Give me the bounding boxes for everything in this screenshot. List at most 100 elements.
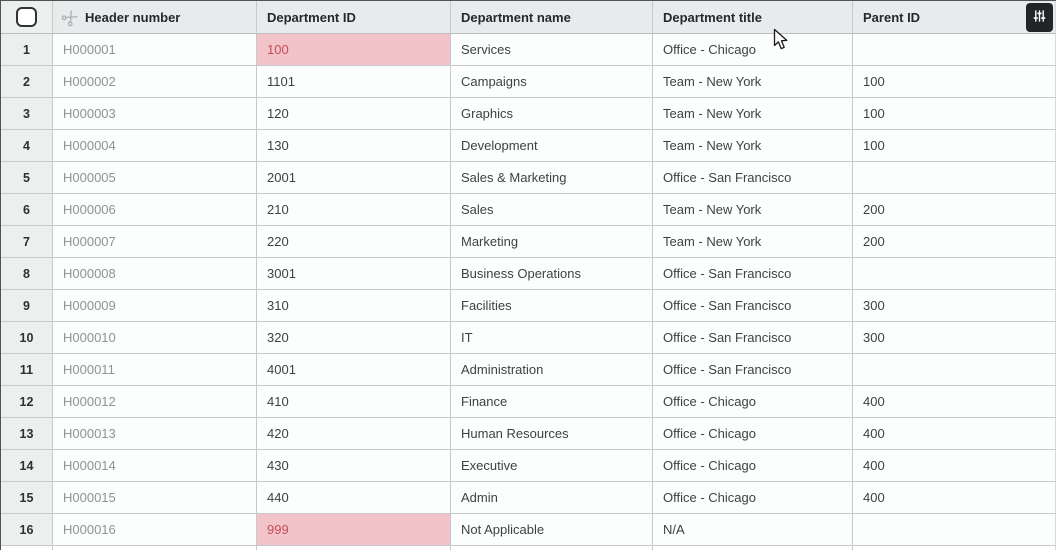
cell-parent-id[interactable]: 300 xyxy=(853,322,1056,354)
cell-department-id[interactable]: 3001 xyxy=(257,258,451,290)
cell-header-number[interactable]: H000016 xyxy=(53,514,257,546)
cell-department-name[interactable]: Not Applicable xyxy=(451,514,653,546)
cell-parent-id[interactable]: 100 xyxy=(853,98,1056,130)
cell-department-title[interactable]: Team - New York xyxy=(653,194,853,226)
cell-header-number[interactable]: H000012 xyxy=(53,386,257,418)
cell-parent-id[interactable]: 100 xyxy=(853,130,1056,162)
row-number[interactable]: 4 xyxy=(1,130,53,162)
cell-header-number[interactable]: H000005 xyxy=(53,162,257,194)
cell-department-name[interactable]: Services xyxy=(451,34,653,66)
cell-department-title[interactable]: Team - New York xyxy=(653,226,853,258)
row-number[interactable]: 8 xyxy=(1,258,53,290)
cell-parent-id[interactable]: 300 xyxy=(853,290,1056,322)
cell-parent-id[interactable]: 400 xyxy=(853,482,1056,514)
cell-parent-id[interactable] xyxy=(853,258,1056,290)
row-number[interactable]: 9 xyxy=(1,290,53,322)
cell-department-name[interactable]: Admin xyxy=(451,482,653,514)
column-header-header-number[interactable]: Header number xyxy=(53,1,257,34)
cell-header-number[interactable]: H000010 xyxy=(53,322,257,354)
cell-department-name[interactable]: IT xyxy=(451,322,653,354)
cell-header-number[interactable]: H000007 xyxy=(53,226,257,258)
column-header-parent-id[interactable]: Parent ID xyxy=(853,1,1056,34)
cell-department-id[interactable]: 410 xyxy=(257,386,451,418)
cell-department-name[interactable]: Business Operations xyxy=(451,258,653,290)
cell-department-id[interactable]: 4001 xyxy=(257,354,451,386)
cell-department-title[interactable]: Office - Chicago xyxy=(653,482,853,514)
cell-department-id[interactable]: 100 xyxy=(257,34,451,66)
cell-department-id[interactable]: 310 xyxy=(257,290,451,322)
cell-department-name[interactable]: Sales xyxy=(451,194,653,226)
cell-department-id[interactable]: 999 xyxy=(257,514,451,546)
column-header-department-name[interactable]: Department name xyxy=(451,1,653,34)
cell-department-name[interactable]: Human Resources xyxy=(451,418,653,450)
row-number[interactable]: 2 xyxy=(1,66,53,98)
cell-department-id[interactable]: 210 xyxy=(257,194,451,226)
row-number[interactable]: 13 xyxy=(1,418,53,450)
cell-parent-id[interactable]: 100 xyxy=(853,66,1056,98)
cell-department-title[interactable]: N/A xyxy=(653,514,853,546)
row-number[interactable]: 10 xyxy=(1,322,53,354)
row-number[interactable]: 1 xyxy=(1,34,53,66)
cell-parent-id[interactable] xyxy=(853,514,1056,546)
cell-department-id[interactable]: 440 xyxy=(257,482,451,514)
cell-department-title[interactable]: Team - New York xyxy=(653,98,853,130)
cell-department-name[interactable]: Campaigns xyxy=(451,66,653,98)
cell-department-name[interactable]: Sales & Marketing xyxy=(451,162,653,194)
cell-parent-id[interactable] xyxy=(853,34,1056,66)
cell-header-number[interactable]: H000011 xyxy=(53,354,257,386)
cell-department-id[interactable]: 130 xyxy=(257,130,451,162)
row-number[interactable]: 5 xyxy=(1,162,53,194)
row-number[interactable]: 16 xyxy=(1,514,53,546)
cell-department-id[interactable]: 2001 xyxy=(257,162,451,194)
cell-department-id[interactable]: 1101 xyxy=(257,66,451,98)
cell-department-name[interactable]: Administration xyxy=(451,354,653,386)
column-settings-button[interactable] xyxy=(1026,3,1053,32)
row-number[interactable]: 3 xyxy=(1,98,53,130)
cell-parent-id[interactable]: 200 xyxy=(853,194,1056,226)
column-header-department-id[interactable]: Department ID xyxy=(257,1,451,34)
cell-department-id[interactable]: 430 xyxy=(257,450,451,482)
row-number[interactable]: 7 xyxy=(1,226,53,258)
cell-department-title[interactable]: Office - San Francisco xyxy=(653,322,853,354)
row-number[interactable]: 15 xyxy=(1,482,53,514)
cell-header-number[interactable]: H000002 xyxy=(53,66,257,98)
cell-header-number[interactable]: H000009 xyxy=(53,290,257,322)
cell-header-number[interactable]: H000008 xyxy=(53,258,257,290)
cell-department-name[interactable]: Finance xyxy=(451,386,653,418)
cell-parent-id[interactable]: 400 xyxy=(853,386,1056,418)
cell-header-number[interactable]: H000014 xyxy=(53,450,257,482)
cell-header-number[interactable]: H000006 xyxy=(53,194,257,226)
cell-parent-id[interactable]: 400 xyxy=(853,418,1056,450)
cell-department-name[interactable]: Marketing xyxy=(451,226,653,258)
cell-department-name[interactable]: Development xyxy=(451,130,653,162)
cell-department-title[interactable]: Office - San Francisco xyxy=(653,162,853,194)
cell-header-number[interactable]: H000013 xyxy=(53,418,257,450)
column-header-department-title[interactable]: Department title xyxy=(653,1,853,34)
cell-parent-id[interactable] xyxy=(853,354,1056,386)
cell-header-number[interactable]: H000015 xyxy=(53,482,257,514)
cell-department-title[interactable]: Team - New York xyxy=(653,130,853,162)
cell-header-number[interactable]: H000004 xyxy=(53,130,257,162)
select-all-checkbox[interactable] xyxy=(16,7,37,27)
cell-header-number[interactable]: H000003 xyxy=(53,98,257,130)
cell-parent-id[interactable]: 200 xyxy=(853,226,1056,258)
cell-department-title[interactable]: Office - Chicago xyxy=(653,450,853,482)
cell-header-number[interactable]: H000001 xyxy=(53,34,257,66)
cell-department-title[interactable]: Office - Chicago xyxy=(653,386,853,418)
cell-parent-id[interactable]: 400 xyxy=(853,450,1056,482)
cell-department-id[interactable]: 220 xyxy=(257,226,451,258)
cell-department-id[interactable]: 420 xyxy=(257,418,451,450)
cell-department-name[interactable]: Executive xyxy=(451,450,653,482)
row-number[interactable]: 11 xyxy=(1,354,53,386)
cell-department-id[interactable]: 320 xyxy=(257,322,451,354)
cell-department-title[interactable]: Office - San Francisco xyxy=(653,290,853,322)
row-number[interactable]: 14 xyxy=(1,450,53,482)
cell-department-title[interactable]: Office - San Francisco xyxy=(653,258,853,290)
cell-department-name[interactable]: Facilities xyxy=(451,290,653,322)
cell-department-title[interactable]: Office - San Francisco xyxy=(653,354,853,386)
cell-department-title[interactable]: Team - New York xyxy=(653,66,853,98)
cell-parent-id[interactable] xyxy=(853,162,1056,194)
cell-department-name[interactable]: Graphics xyxy=(451,98,653,130)
row-number[interactable]: 12 xyxy=(1,386,53,418)
row-number[interactable]: 6 xyxy=(1,194,53,226)
